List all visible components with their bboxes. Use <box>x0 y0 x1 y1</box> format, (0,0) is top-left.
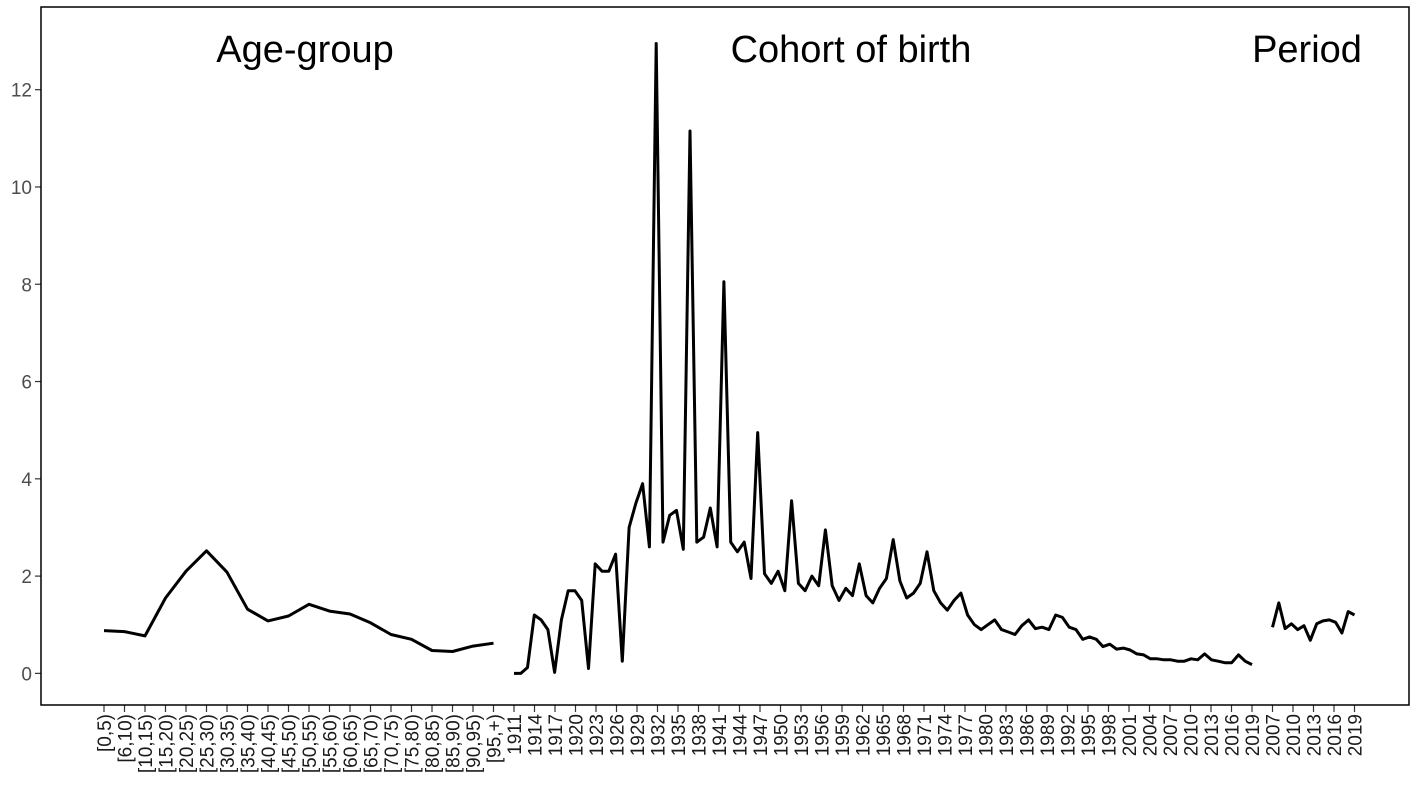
panel-titles: Age-group Cohort of birth Period <box>216 29 1362 71</box>
x-tick-label-1992: 1992 <box>1059 714 1080 756</box>
x-tick-label-1965: 1965 <box>874 714 895 756</box>
y-tick-label: 6 <box>21 373 32 394</box>
x-tick-label-2013: 2013 <box>1202 714 1223 756</box>
x-tick-label-1923: 1923 <box>587 714 608 756</box>
x-tick-label-1986: 1986 <box>1018 714 1039 756</box>
x-tick-label-0-5: [0,5) <box>95 714 116 752</box>
panel-title-cohort-of-birth: Cohort of birth <box>731 29 972 71</box>
x-tick-label-1995: 1995 <box>1079 714 1100 756</box>
x-tick-label-1956: 1956 <box>813 714 834 756</box>
x-tick-label-80-85: [80,85) <box>423 714 444 773</box>
x-tick-label-1962: 1962 <box>854 714 875 756</box>
x-tick-label-1929: 1929 <box>628 714 649 756</box>
x-tick-label-1989: 1989 <box>1038 714 1059 756</box>
series-line-cohort-of-birth <box>514 42 1253 675</box>
x-tick-label-1944: 1944 <box>731 714 752 757</box>
x-tick-label-1938: 1938 <box>690 714 711 756</box>
x-tick-label-1971: 1971 <box>915 714 936 756</box>
x-tick-label-1935: 1935 <box>669 714 690 756</box>
x-tick-label-2007: 2007 <box>1264 714 1285 756</box>
x-tick-label-2019: 2019 <box>1243 714 1264 756</box>
x-tick-label-1950: 1950 <box>772 714 793 756</box>
x-tick-label-1914: 1914 <box>526 714 547 757</box>
series-line-period <box>1271 601 1356 642</box>
x-tick-label-1980: 1980 <box>977 714 998 756</box>
x-tick-label-30-35: [30,35) <box>218 714 239 773</box>
x-tick-label-2019: 2019 <box>1346 714 1367 756</box>
x-tick-label-2010: 2010 <box>1284 714 1305 756</box>
x-tick-label-45-50: [45,50) <box>280 714 301 773</box>
y-tick-label: 12 <box>11 81 32 102</box>
x-tick-label-85-90: [85,90) <box>444 714 465 773</box>
x-tick-label-25-30: [25,30) <box>198 714 219 773</box>
series-line-age-group <box>103 549 494 653</box>
x-tick-label-65-70: [65,70) <box>362 714 383 773</box>
x-tick-label-1917: 1917 <box>546 714 567 756</box>
x-tick-label-1926: 1926 <box>608 714 629 756</box>
x-tick-label-2004: 2004 <box>1141 714 1162 757</box>
x-tick-label-6-10: [6,10) <box>116 714 137 763</box>
x-tick-label-55-60: [55,60) <box>321 714 342 773</box>
x-tick-label-2016: 2016 <box>1223 714 1244 756</box>
x-tick-label-95: [95,+) <box>485 714 506 763</box>
x-tick-label-1941: 1941 <box>710 714 731 756</box>
y-tick-label: 10 <box>11 178 32 199</box>
x-tick-label-1977: 1977 <box>956 714 977 756</box>
y-tick-label: 4 <box>21 470 32 491</box>
x-tick-label-90-95: [90,95) <box>464 714 485 773</box>
x-tick-label-2016: 2016 <box>1325 714 1346 756</box>
x-tick-label-15-20: [15,20) <box>157 714 178 773</box>
panel-title-age-group: Age-group <box>216 29 393 71</box>
x-tick-label-1974: 1974 <box>936 714 957 757</box>
x-tick-label-60-65: [60,65) <box>341 714 362 773</box>
x-tick-label-1953: 1953 <box>792 714 813 756</box>
x-tick-label-1920: 1920 <box>567 714 588 756</box>
x-tick-label-1968: 1968 <box>895 714 916 756</box>
x-tick-label-70-75: [70,75) <box>382 714 403 773</box>
x-tick-label-2013: 2013 <box>1305 714 1326 756</box>
x-tick-label-40-45: [40,45) <box>259 714 280 773</box>
plot-border <box>40 6 1410 706</box>
x-tick-label-50-55: [50,55) <box>300 714 321 773</box>
x-tick-label-20-25: [20,25) <box>177 714 198 773</box>
x-tick-label-2001: 2001 <box>1120 714 1141 756</box>
y-tick-label: 8 <box>21 275 32 296</box>
x-tick-label-75-80: [75,80) <box>403 714 424 773</box>
x-tick-label-1998: 1998 <box>1100 714 1121 756</box>
x-tick-label-1911: 1911 <box>505 714 526 755</box>
x-tick-label-1983: 1983 <box>997 714 1018 756</box>
x-tick-label-1959: 1959 <box>833 714 854 756</box>
x-axis: [0,5) [6,10) [10,15) [15,20) [20,25) [25,30)[… <box>95 705 1367 773</box>
x-tick-label-10-15: [10,15) <box>136 714 157 773</box>
series-lines <box>103 42 1356 675</box>
x-tick-label-1947: 1947 <box>751 714 772 756</box>
x-tick-label-2007: 2007 <box>1161 714 1182 756</box>
x-tick-label-2010: 2010 <box>1182 714 1203 756</box>
x-tick-label-35-40: [35,40) <box>239 714 260 773</box>
y-tick-label: 0 <box>21 664 32 685</box>
panel-title-period: Period <box>1252 29 1362 71</box>
y-tick-label: 2 <box>21 567 32 588</box>
x-tick-label-1932: 1932 <box>649 714 670 756</box>
y-axis: 0 2 4 6 8 10 12 <box>11 81 41 685</box>
